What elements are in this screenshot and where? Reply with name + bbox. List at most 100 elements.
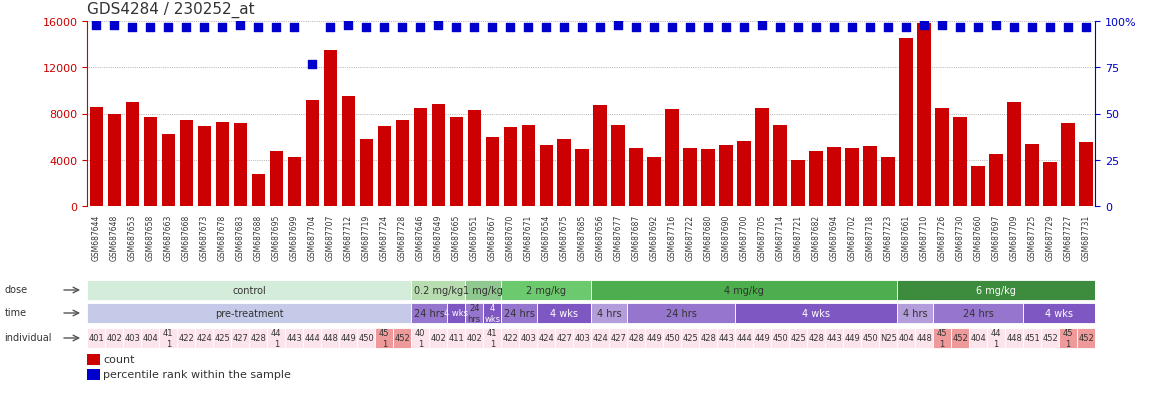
Bar	[360, 140, 373, 206]
Bar	[591, 328, 609, 348]
Bar	[501, 280, 591, 300]
Bar	[754, 328, 771, 348]
Point	[303, 61, 322, 68]
Bar	[358, 328, 375, 348]
Bar	[341, 97, 355, 206]
Bar	[252, 174, 266, 206]
Bar	[450, 118, 463, 206]
Text: 450: 450	[862, 334, 878, 343]
Bar	[537, 303, 591, 323]
Point	[951, 24, 969, 31]
Point	[375, 24, 394, 31]
Bar	[90, 107, 104, 206]
Bar	[591, 303, 627, 323]
Text: 45
1: 45 1	[379, 328, 389, 348]
Bar	[465, 280, 501, 300]
Text: 0.2 mg/kg: 0.2 mg/kg	[414, 285, 463, 295]
Point	[1040, 24, 1059, 31]
Bar	[969, 328, 987, 348]
Bar	[593, 106, 607, 206]
Bar	[143, 118, 157, 206]
Bar	[1079, 143, 1093, 206]
Bar	[285, 328, 303, 348]
Text: 450: 450	[359, 334, 374, 343]
Text: 4 wks: 4 wks	[803, 308, 831, 318]
Bar	[179, 121, 193, 206]
Point	[465, 24, 483, 31]
Bar	[216, 122, 230, 206]
Text: 448: 448	[916, 334, 932, 343]
Point	[861, 24, 880, 31]
Bar	[324, 51, 337, 206]
Bar	[951, 328, 969, 348]
Point	[123, 24, 142, 31]
Text: 45
1: 45 1	[937, 328, 947, 348]
Bar	[539, 145, 553, 206]
Point	[105, 22, 123, 29]
Bar	[126, 103, 139, 206]
Text: 44
1: 44 1	[991, 328, 1002, 348]
Bar	[576, 150, 589, 206]
Bar	[1025, 144, 1039, 206]
Text: 6 mg/kg: 6 mg/kg	[976, 285, 1016, 295]
Bar	[87, 369, 100, 380]
Bar	[501, 303, 537, 323]
Bar	[288, 158, 301, 206]
Text: 403: 403	[125, 334, 140, 343]
Point	[87, 22, 106, 29]
Point	[177, 24, 196, 31]
Bar	[771, 328, 789, 348]
Bar	[791, 160, 805, 206]
Text: 4 hrs: 4 hrs	[903, 308, 927, 318]
Point	[537, 24, 556, 31]
Bar	[196, 328, 213, 348]
Point	[483, 24, 502, 31]
Text: 451: 451	[1024, 334, 1040, 343]
Bar	[718, 328, 735, 348]
Bar	[160, 328, 177, 348]
Bar	[213, 328, 232, 348]
Bar	[467, 111, 481, 206]
Bar	[663, 328, 682, 348]
Bar	[465, 328, 483, 348]
Bar	[339, 328, 358, 348]
Bar	[612, 126, 624, 206]
Bar	[232, 328, 249, 348]
Text: 444: 444	[736, 334, 753, 343]
Bar	[322, 328, 339, 348]
Bar	[87, 280, 411, 300]
Bar	[774, 126, 786, 206]
Bar	[735, 303, 897, 323]
Bar	[447, 328, 465, 348]
Text: 427: 427	[232, 334, 248, 343]
Bar	[807, 328, 825, 348]
Bar	[107, 114, 121, 206]
Text: 422: 422	[502, 334, 518, 343]
Text: 443: 443	[826, 334, 842, 343]
Bar	[989, 154, 1003, 206]
Text: 425: 425	[790, 334, 806, 343]
Bar	[105, 328, 123, 348]
Bar	[1044, 163, 1057, 206]
Text: 452: 452	[1043, 334, 1058, 343]
Text: 24
hrs: 24 hrs	[467, 304, 481, 323]
Text: 450: 450	[772, 334, 788, 343]
Text: 401: 401	[89, 334, 104, 343]
Bar	[789, 328, 807, 348]
Text: 402: 402	[430, 334, 446, 343]
Bar	[486, 137, 499, 206]
Text: GDS4284 / 230252_at: GDS4284 / 230252_at	[87, 2, 255, 18]
Text: 44
1: 44 1	[271, 328, 282, 348]
Bar	[933, 328, 951, 348]
Text: 428: 428	[809, 334, 824, 343]
Bar	[987, 328, 1005, 348]
Point	[609, 22, 628, 29]
Point	[627, 24, 645, 31]
Bar	[899, 39, 913, 206]
Text: 427: 427	[557, 334, 572, 343]
Text: time: time	[5, 307, 27, 317]
Text: 424: 424	[197, 334, 212, 343]
Bar	[701, 150, 715, 206]
Text: 450: 450	[664, 334, 680, 343]
Bar	[1023, 303, 1095, 323]
